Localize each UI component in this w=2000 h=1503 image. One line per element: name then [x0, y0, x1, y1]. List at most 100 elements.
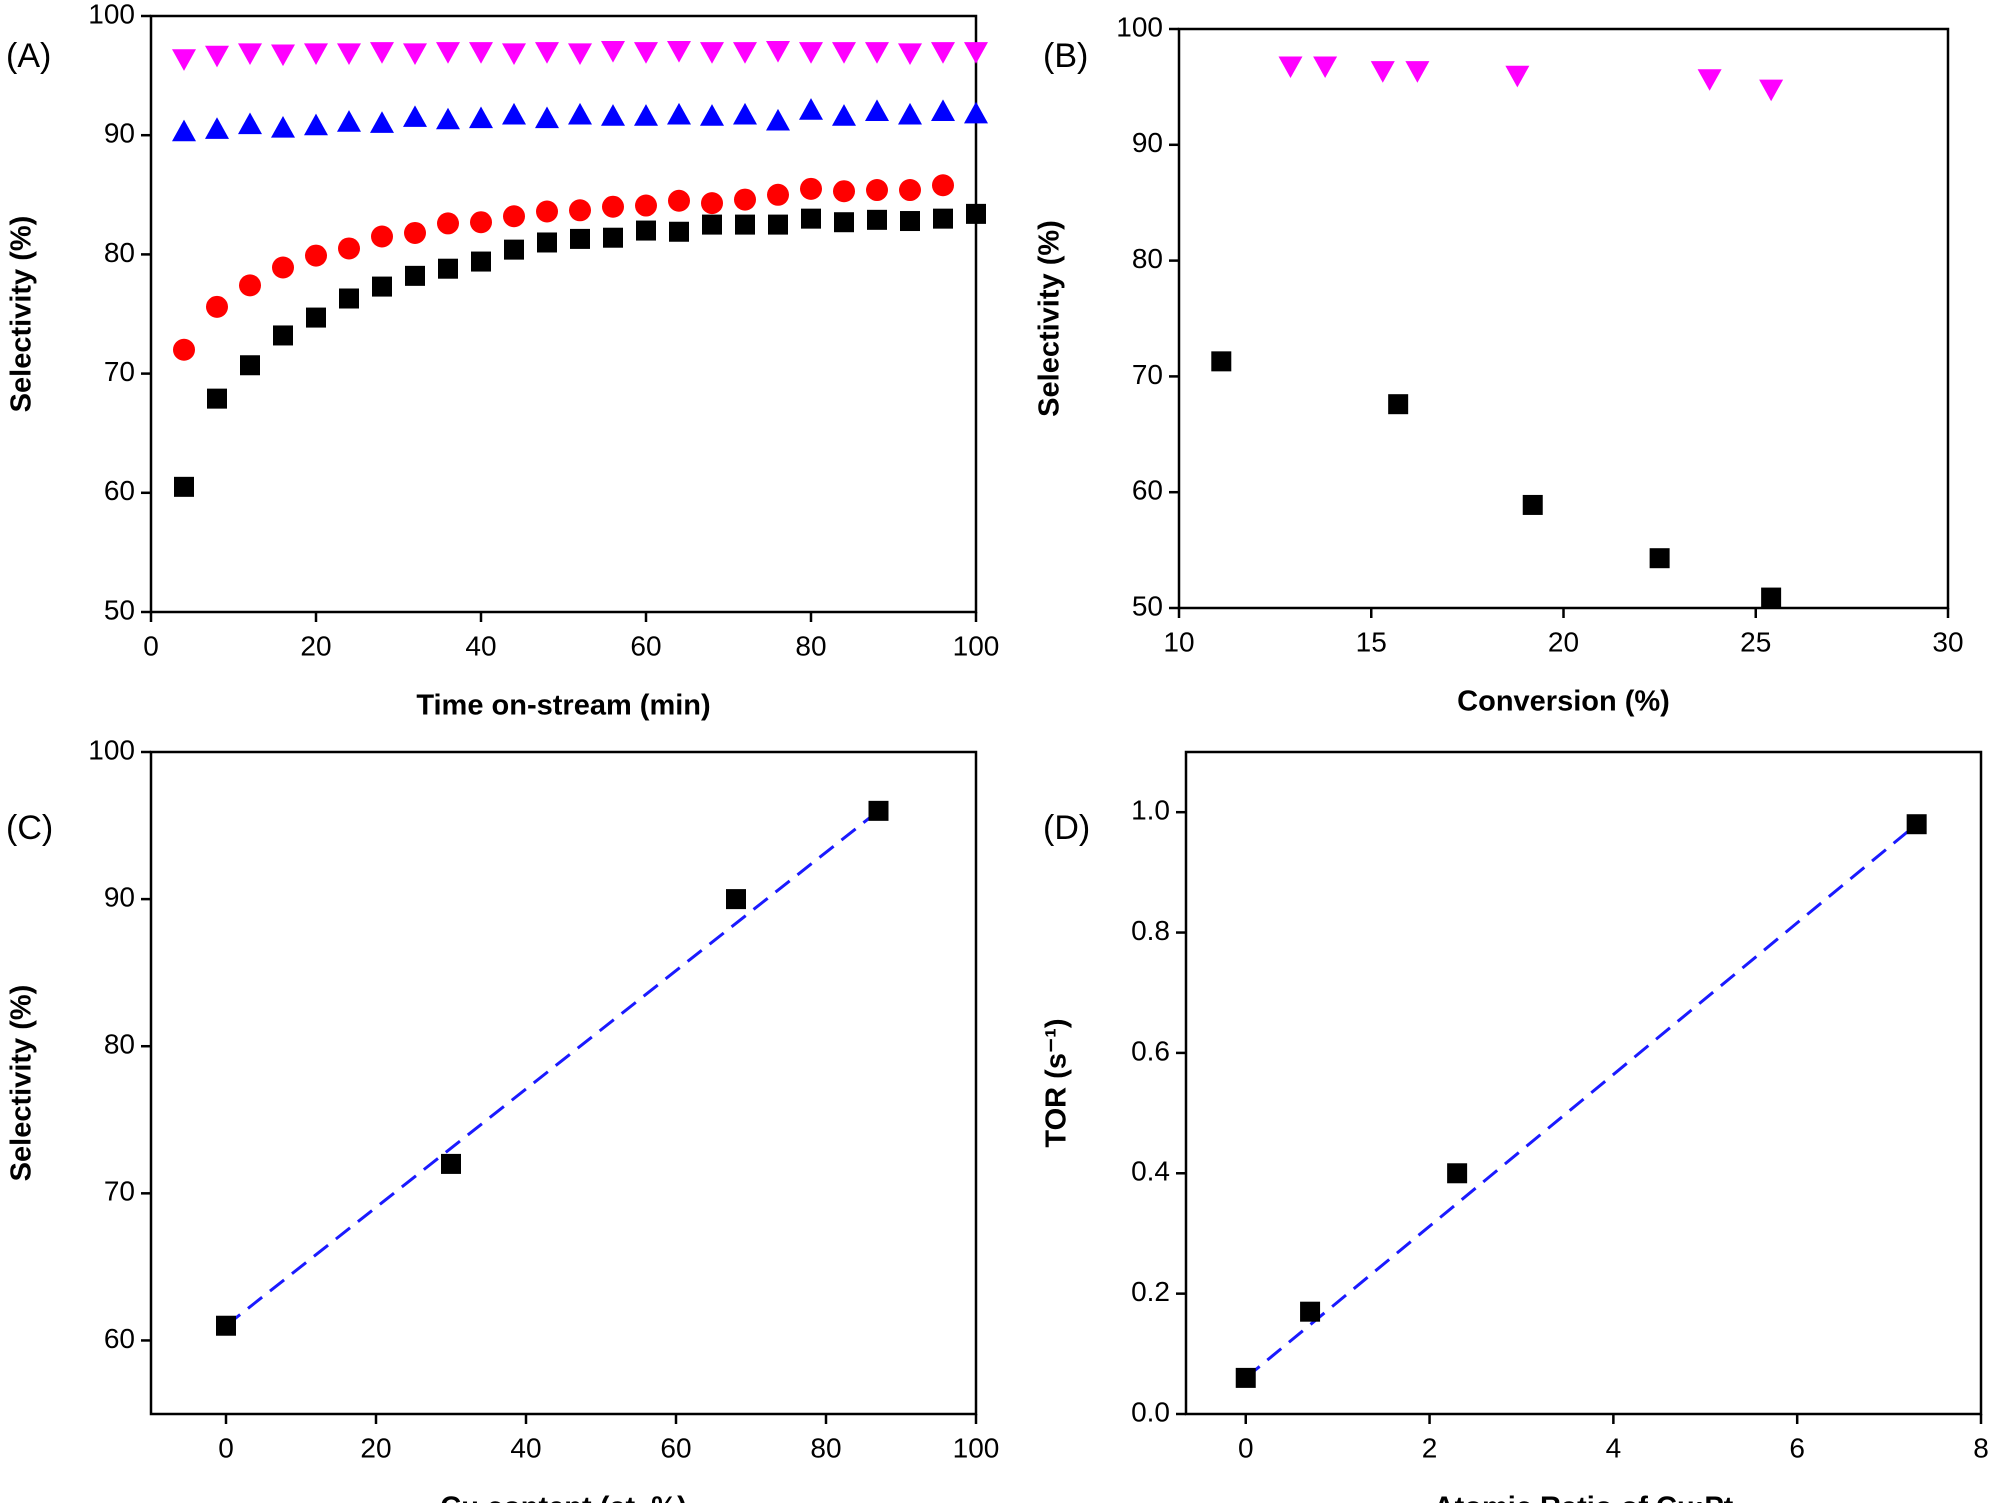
- square-marker: [1211, 351, 1232, 372]
- circle-marker: [899, 179, 921, 202]
- square-marker: [207, 388, 227, 409]
- x-tick-label: 100: [953, 1432, 1000, 1463]
- y-tick-label: 100: [88, 734, 135, 765]
- square-marker: [1761, 587, 1782, 608]
- square-marker: [273, 325, 293, 346]
- triangle-marker: [733, 42, 757, 64]
- circle-marker: [371, 225, 393, 248]
- circle-marker: [173, 338, 195, 361]
- triangle-marker: [799, 98, 823, 120]
- square-marker: [834, 212, 854, 233]
- circle-marker: [602, 195, 624, 218]
- triangle-marker: [700, 104, 724, 126]
- triangle-marker: [205, 45, 229, 68]
- triangle-marker: [964, 42, 988, 64]
- square-marker: [306, 307, 326, 328]
- triangle-marker: [205, 117, 229, 139]
- triangle-marker: [667, 40, 691, 63]
- square-marker: [801, 208, 821, 229]
- y-tick-label: 60: [104, 475, 135, 506]
- panel-label: (A): [6, 37, 51, 75]
- x-tick-label: 0: [143, 630, 159, 661]
- x-tick-label: 80: [795, 630, 826, 661]
- y-tick-label: 60: [104, 1323, 135, 1354]
- square-marker: [372, 276, 392, 297]
- square-marker: [603, 227, 623, 248]
- panel: 0 20 40 60 80 100 50 60 70 80 90 100 Time on-stream …: [6, 0, 1000, 722]
- y-tick-label: 90: [104, 118, 135, 149]
- square-marker: [240, 355, 260, 376]
- triangle-marker: [1405, 61, 1430, 83]
- x-axis-title: Cu content (at. %): [440, 1492, 687, 1503]
- y-tick-label: 80: [1132, 243, 1163, 274]
- triangle-marker: [469, 106, 493, 129]
- plot-frame: [149, 750, 978, 1416]
- square-marker: [570, 228, 590, 249]
- triangle-marker: [238, 112, 262, 135]
- triangle-marker: [172, 119, 196, 142]
- panel: 0 2 4 6 8 0.0 0.2 0.4 0.6 0.8 1.0 Atomic Ratio of C…: [1041, 750, 1989, 1503]
- triangle-marker: [700, 42, 724, 64]
- x-axis-title: Atomic Ratio of Cu:Pt: [1434, 1492, 1734, 1503]
- square-marker: [702, 214, 722, 235]
- square-marker: [966, 203, 986, 224]
- y-tick-label: 50: [104, 594, 135, 625]
- y-tick-label: 100: [88, 0, 135, 29]
- panel: 10 15 20 25 30 50 60 70 80 90 100 Conversion (%) Sel…: [1034, 11, 1964, 717]
- triangle-marker: [1505, 65, 1530, 88]
- y-axis-title: TOR (s⁻¹): [1041, 1018, 1073, 1147]
- triangle-marker: [172, 49, 196, 71]
- square-marker: [216, 1315, 236, 1336]
- square-marker: [868, 800, 889, 821]
- circle-marker: [767, 183, 789, 206]
- y-tick-label: 0.6: [1131, 1035, 1170, 1066]
- square-marker: [1300, 1301, 1321, 1322]
- y-tick-label: 0.0: [1131, 1396, 1170, 1427]
- y-tick-label: 0.2: [1131, 1276, 1170, 1307]
- circle-marker: [239, 274, 261, 297]
- x-tick-label: 10: [1163, 626, 1194, 657]
- square-marker: [1522, 494, 1543, 515]
- triangle-marker: [403, 105, 427, 127]
- triangle-marker: [799, 42, 823, 64]
- y-tick-label: 70: [104, 356, 135, 387]
- circle-marker: [305, 244, 327, 267]
- triangle-marker: [832, 104, 856, 126]
- circle-marker: [470, 211, 492, 234]
- x-tick-label: 60: [630, 630, 661, 661]
- triangle-marker: [370, 111, 394, 133]
- square-marker: [735, 214, 755, 235]
- y-tick-label: 90: [1132, 127, 1163, 158]
- triangle-marker: [1278, 56, 1303, 79]
- y-tick-label: 50: [1132, 590, 1163, 621]
- triangle-marker: [535, 106, 559, 129]
- square-marker: [1447, 1163, 1468, 1184]
- x-tick-label: 80: [810, 1432, 841, 1463]
- x-tick-label: 40: [465, 630, 496, 661]
- triangle-marker: [337, 43, 361, 65]
- triangle-marker: [601, 40, 625, 63]
- circle-marker: [701, 192, 723, 215]
- square-marker: [405, 265, 425, 286]
- triangle-marker: [271, 116, 295, 138]
- triangle-marker: [304, 113, 328, 136]
- triangle-marker: [568, 43, 592, 65]
- circle-marker: [635, 194, 657, 217]
- x-tick-label: 0: [218, 1432, 234, 1463]
- square-marker: [504, 239, 524, 260]
- circle-marker: [503, 205, 525, 228]
- triangle-marker: [502, 102, 526, 125]
- x-tick-label: 4: [1606, 1432, 1622, 1463]
- square-marker: [933, 208, 953, 229]
- panel-label: (D): [1043, 809, 1090, 847]
- triangle-marker: [436, 107, 460, 130]
- y-tick-label: 1.0: [1131, 795, 1170, 826]
- triangle-marker: [832, 42, 856, 64]
- x-tick-label: 2: [1422, 1432, 1438, 1463]
- square-marker: [339, 288, 359, 309]
- triangle-marker: [568, 102, 592, 125]
- square-marker: [537, 232, 557, 253]
- triangle-marker: [469, 42, 493, 64]
- triangle-marker: [1759, 79, 1784, 102]
- square-marker: [441, 1153, 461, 1174]
